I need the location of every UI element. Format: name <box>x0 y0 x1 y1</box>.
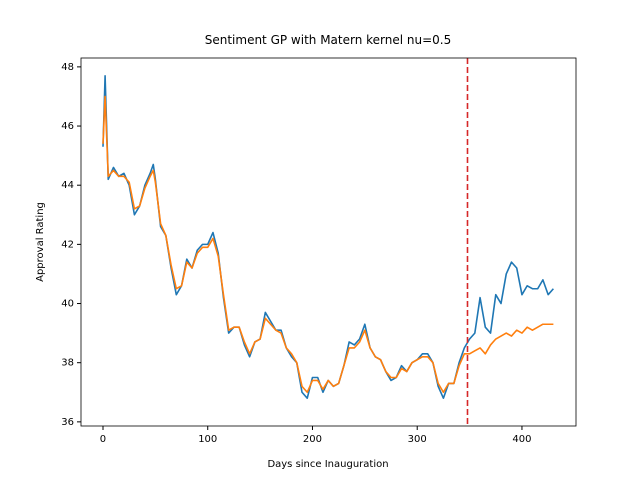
series-line <box>102 74 554 399</box>
y-tick-label: 48 <box>61 62 74 73</box>
chart-title: Sentiment GP with Matern kernel nu=0.5 <box>205 33 452 47</box>
y-tick-label: 42 <box>61 239 74 250</box>
y-tick-label: 44 <box>61 180 74 191</box>
series-line <box>102 95 554 394</box>
x-tick-label: 300 <box>408 434 427 445</box>
x-tick-label: 100 <box>198 434 217 445</box>
y-tick-label: 46 <box>61 121 74 132</box>
x-axis-label: Days since Inauguration <box>267 459 388 470</box>
x-tick-label: 0 <box>100 434 106 445</box>
y-tick-label: 36 <box>61 417 74 428</box>
x-tick-label: 400 <box>512 434 531 445</box>
y-tick-label: 38 <box>61 358 74 369</box>
plot-frame <box>80 57 577 427</box>
x-tick-label: 200 <box>303 434 322 445</box>
y-tick-label: 40 <box>61 299 74 310</box>
y-axis-label: Approval Rating <box>35 202 46 282</box>
